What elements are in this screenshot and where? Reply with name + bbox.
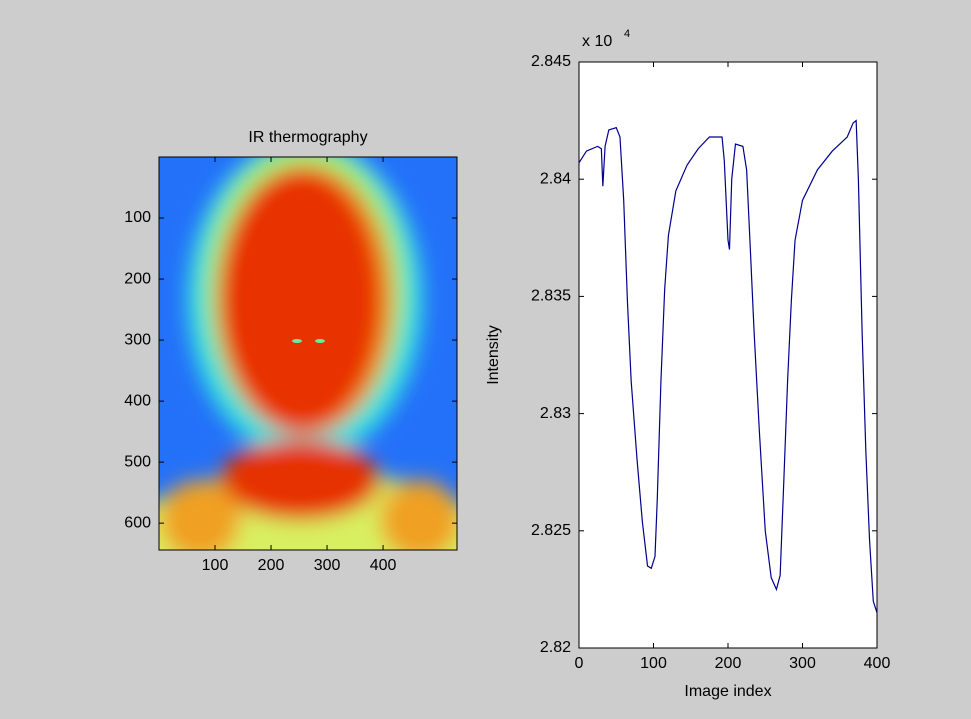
- y-tick-label: 600: [124, 514, 151, 531]
- x-tick-label: 0: [575, 655, 584, 672]
- x-tick-label: 100: [640, 655, 667, 672]
- y-multiplier: x 10: [582, 33, 612, 50]
- thermal-image: [159, 157, 457, 550]
- y-tick-label: 2.83: [540, 405, 571, 422]
- y-tick-label: 100: [124, 209, 151, 226]
- y-tick-label: 2.835: [531, 288, 571, 305]
- image-axes-box: [158, 156, 458, 551]
- y-tick-label: 2.845: [531, 53, 571, 70]
- y-tick-label: 200: [124, 270, 151, 287]
- y-axis-label: Intensity: [485, 325, 502, 385]
- x-tick-label: 100: [202, 557, 229, 574]
- y-tick-label: 500: [124, 453, 151, 470]
- y-tick-label: 300: [124, 331, 151, 348]
- x-tick-label: 400: [864, 655, 891, 672]
- x-axis-label: Image index: [684, 683, 771, 700]
- image-title: IR thermography: [248, 129, 367, 146]
- y-tick-label: 2.82: [540, 639, 571, 656]
- y-tick-label: 400: [124, 392, 151, 409]
- y-tick-label: 2.825: [531, 522, 571, 539]
- y-multiplier-power: 4: [624, 28, 630, 40]
- y-tick-label: 2.84: [540, 170, 571, 187]
- x-tick-label: 300: [314, 557, 341, 574]
- x-tick-label: 300: [789, 655, 816, 672]
- x-tick-label: 200: [258, 557, 285, 574]
- line-series: [578, 119, 878, 614]
- plot-area: [578, 61, 878, 649]
- x-tick-label: 400: [370, 557, 397, 574]
- x-tick-label: 200: [715, 655, 742, 672]
